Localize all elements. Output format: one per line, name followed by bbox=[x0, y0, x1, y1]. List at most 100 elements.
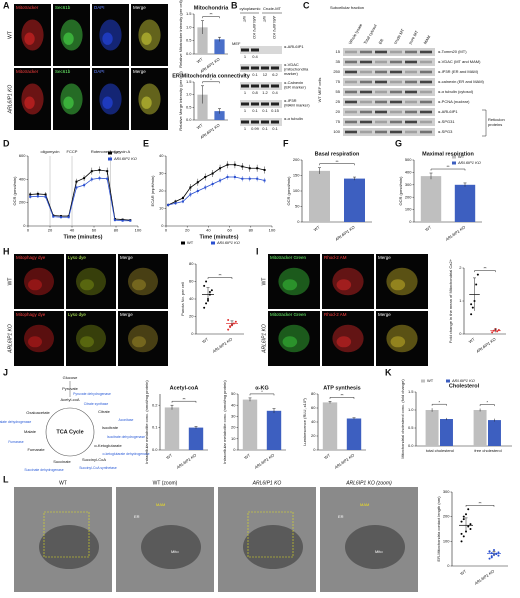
y-tick-label: 1.0 bbox=[408, 407, 414, 412]
y-axis-label: Intracellular metabolite conc. (nmol/mg … bbox=[222, 380, 227, 464]
data-point bbox=[488, 550, 491, 553]
y-tick-label: 0 bbox=[233, 447, 236, 452]
y-tick-label: 30 bbox=[159, 171, 164, 176]
data-point bbox=[208, 291, 211, 293]
lane-label: ER bbox=[377, 38, 384, 45]
lane-label: pure MT bbox=[407, 29, 419, 45]
blot-band bbox=[360, 70, 372, 74]
y-tick-label: 200 bbox=[293, 157, 300, 162]
data-point bbox=[256, 177, 259, 180]
blot-label: α-α tubulin (cytosol) bbox=[438, 89, 474, 94]
blot-strip bbox=[343, 98, 435, 106]
enzyme: Malate dehydrogenase bbox=[0, 420, 31, 424]
axis bbox=[463, 268, 506, 335]
legend-label: ARL6IP1 KO bbox=[451, 378, 475, 383]
bar bbox=[344, 178, 365, 222]
x-tick-label: 100 bbox=[269, 228, 276, 233]
data-point bbox=[467, 525, 470, 528]
x-tick-label: WT bbox=[201, 336, 209, 344]
y-tick-label: 0.0 bbox=[186, 117, 192, 122]
blot-band bbox=[420, 90, 432, 94]
y-tick-label: 300 bbox=[443, 489, 450, 494]
blot-band bbox=[390, 100, 402, 104]
panel-letter: B bbox=[231, 0, 238, 10]
blot-band bbox=[405, 100, 417, 104]
blot-label: marker) bbox=[284, 71, 298, 76]
data-point bbox=[491, 331, 494, 334]
bracket bbox=[482, 109, 487, 137]
lane-label: Whole lysate bbox=[347, 22, 363, 45]
blot-band bbox=[420, 70, 432, 74]
blot-band bbox=[261, 66, 269, 70]
y-tick-label: 1.5 bbox=[408, 389, 414, 394]
enzyme: Succinate dehydrogenase bbox=[24, 468, 63, 472]
data-point bbox=[226, 176, 229, 178]
data-point bbox=[60, 215, 62, 218]
bar bbox=[425, 410, 439, 446]
blot-band bbox=[390, 90, 402, 94]
blot-band bbox=[375, 90, 387, 94]
metabolite: Oxaloacetate bbox=[26, 410, 50, 415]
data-point bbox=[98, 169, 101, 171]
data-point bbox=[476, 273, 479, 276]
blot-band bbox=[261, 102, 269, 106]
image-label: Merge bbox=[133, 5, 146, 10]
blot-strip bbox=[343, 88, 435, 96]
chart-title: Cholesterol bbox=[449, 383, 480, 389]
data-point bbox=[219, 179, 222, 182]
cell-signal bbox=[28, 279, 42, 291]
metabolite: Succinate bbox=[53, 459, 71, 464]
data-point bbox=[460, 520, 463, 523]
data-point bbox=[181, 200, 184, 203]
blot-band bbox=[375, 100, 387, 104]
legend-swatch bbox=[181, 241, 185, 245]
blot-band bbox=[360, 110, 372, 114]
data-point bbox=[226, 163, 229, 166]
axis bbox=[165, 156, 272, 227]
data-point bbox=[470, 303, 473, 306]
y-tick-label: 10 bbox=[159, 206, 164, 211]
treatment-label: FCCP bbox=[67, 149, 78, 154]
image-label: Lyso dye bbox=[68, 255, 86, 260]
blot-band bbox=[405, 80, 417, 84]
x-axis-label: Time (minutes) bbox=[199, 234, 238, 240]
band-quant: 0.99 bbox=[251, 126, 260, 131]
blot-band bbox=[345, 120, 357, 124]
blot-band bbox=[261, 84, 269, 88]
significance: ** bbox=[218, 273, 222, 278]
bar bbox=[214, 111, 225, 120]
data-point bbox=[44, 193, 47, 196]
x-tick-label: 80 bbox=[249, 228, 254, 233]
blot-band bbox=[241, 102, 249, 106]
chart-title: α-KG bbox=[255, 385, 268, 391]
image-label: Merge bbox=[378, 312, 391, 317]
em-label: Mito bbox=[375, 549, 383, 554]
blot-band bbox=[405, 60, 417, 64]
image-label: Mitophagy dye bbox=[16, 312, 46, 317]
kda-label: 25 bbox=[336, 99, 341, 104]
blot-label: α-ARL6IP1 bbox=[438, 109, 458, 114]
legend-label: ARL6IP1 KO bbox=[113, 156, 137, 161]
x-tick-label: 40 bbox=[206, 228, 211, 233]
blot-band bbox=[251, 84, 259, 88]
y-axis-label: Intracellular metabolite conc. (nmol/mg … bbox=[144, 380, 149, 464]
significance: ** bbox=[340, 392, 344, 397]
data-point bbox=[67, 216, 70, 219]
band-quant: 1 bbox=[244, 108, 247, 113]
significance: ** bbox=[209, 12, 213, 17]
bar bbox=[309, 170, 330, 222]
significance: ** bbox=[182, 396, 186, 401]
data-point bbox=[83, 184, 86, 187]
x-tick-label: ARL6IP1 KO bbox=[175, 453, 197, 471]
band-quant: 0.1 bbox=[262, 126, 268, 131]
band-quant: 0.15 bbox=[271, 108, 280, 113]
blot-strip bbox=[343, 58, 435, 66]
blot-band bbox=[360, 50, 372, 54]
y-tick-label: 0.0 bbox=[408, 443, 414, 448]
cell-signal bbox=[132, 279, 146, 291]
significance-bracket bbox=[430, 168, 466, 171]
image-label: Rhod-2 AM bbox=[324, 255, 347, 260]
blot-band bbox=[345, 50, 357, 54]
image-label: Rhod-2 AM bbox=[324, 312, 347, 317]
data-point bbox=[219, 167, 222, 170]
